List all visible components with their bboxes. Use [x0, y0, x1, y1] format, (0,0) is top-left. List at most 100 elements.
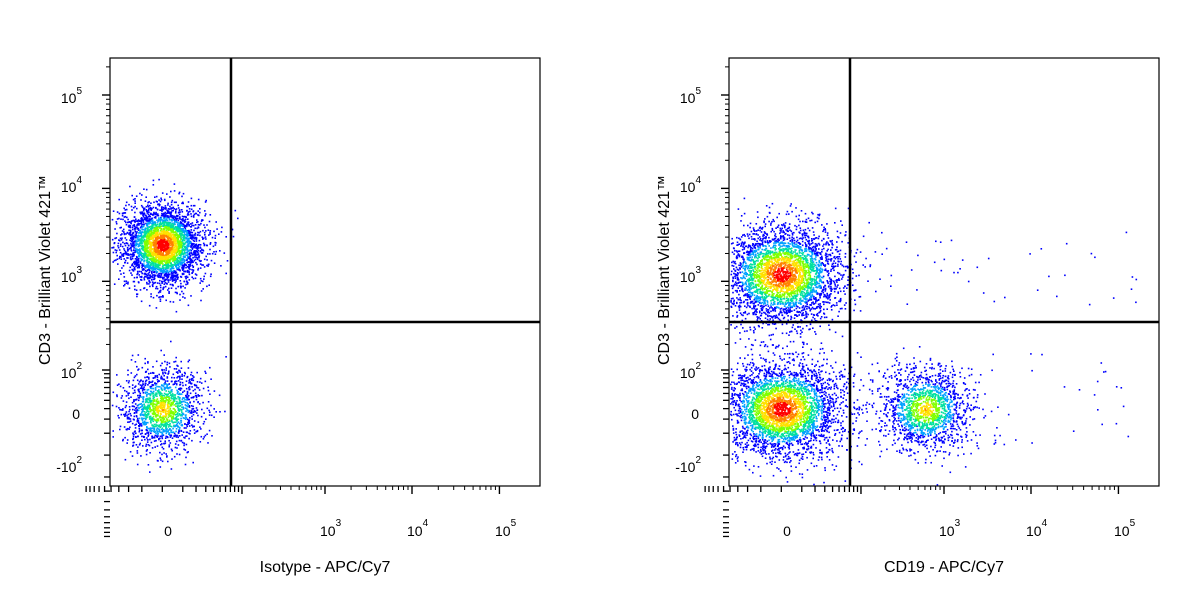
- event-dot: [196, 227, 198, 230]
- event-dot: [170, 201, 173, 204]
- event-dot: [186, 418, 189, 421]
- event-dot: [186, 224, 188, 226]
- event-dot: [174, 386, 177, 389]
- axis-ticks: [85, 66, 501, 538]
- event-dot: [177, 256, 179, 259]
- event-dot: [181, 261, 184, 263]
- event-dot: [162, 229, 164, 231]
- event-dot: [147, 234, 149, 236]
- event-dot: [148, 255, 151, 257]
- event-dot: [117, 245, 119, 247]
- event-dot: [164, 282, 167, 284]
- event-dot: [160, 416, 162, 419]
- event-dot: [132, 265, 135, 268]
- event-dot: [153, 396, 155, 399]
- event-dot: [132, 206, 135, 209]
- event-dot: [152, 184, 155, 186]
- event-dot: [132, 243, 134, 246]
- event-dot: [192, 214, 195, 217]
- event-dot: [172, 279, 174, 281]
- event-dot: [172, 415, 174, 418]
- event-dot: [152, 223, 155, 225]
- event-dot: [167, 279, 169, 281]
- event-dot: [136, 243, 139, 246]
- event-dot: [195, 237, 198, 239]
- event-dot: [134, 288, 136, 291]
- event-dot: [194, 251, 197, 254]
- event-dot: [160, 407, 162, 409]
- event-dot: [167, 402, 169, 404]
- event-dot: [176, 447, 178, 449]
- event-dot: [151, 267, 154, 270]
- event-dot: [183, 417, 186, 420]
- event-dot: [181, 434, 183, 436]
- event-dot: [171, 449, 173, 452]
- event-dot: [186, 281, 188, 283]
- event-dot: [132, 444, 135, 447]
- event-dot: [196, 221, 198, 224]
- event-dot: [176, 413, 178, 415]
- event-dot: [156, 219, 158, 221]
- event-dot: [160, 420, 163, 422]
- event-dot: [174, 434, 177, 436]
- event-dot: [130, 250, 133, 252]
- event-dot: [132, 238, 135, 240]
- event-dot: [187, 411, 190, 413]
- event-dot: [120, 226, 122, 229]
- event-dot: [128, 229, 130, 232]
- event-dot: [188, 267, 190, 270]
- event-dot: [194, 246, 196, 248]
- event-dot: [189, 259, 192, 261]
- event-dot: [154, 222, 157, 224]
- event-dot: [160, 247, 163, 249]
- event-dot: [199, 381, 201, 383]
- event-dot: [137, 409, 140, 412]
- event-dot: [124, 209, 127, 211]
- event-dot: [140, 217, 142, 220]
- event-dot: [178, 393, 180, 396]
- event-dot: [169, 408, 171, 410]
- event-dot: [157, 402, 160, 405]
- event-dot: [179, 218, 181, 220]
- event-dot: [137, 234, 140, 237]
- event-dot: [186, 409, 189, 412]
- event-dot: [149, 276, 152, 278]
- event-dot: [160, 271, 162, 273]
- event-dot: [120, 218, 122, 220]
- event-dot: [124, 237, 127, 239]
- event-dot: [170, 255, 172, 258]
- event-dot: [166, 423, 168, 426]
- event-dot: [145, 236, 148, 238]
- event-dot: [157, 263, 160, 265]
- event-dot: [156, 256, 158, 258]
- event-dot: [161, 416, 164, 419]
- event-dot: [193, 252, 196, 254]
- event-dot: [133, 223, 136, 226]
- event-dot: [129, 408, 131, 411]
- event-dot: [169, 242, 172, 245]
- event-dot: [178, 209, 181, 212]
- event-dot: [183, 215, 186, 218]
- event-dot: [164, 242, 167, 245]
- event-dot: [187, 396, 189, 398]
- event-dot: [141, 212, 143, 215]
- event-dot: [182, 223, 185, 226]
- event-dot: [139, 251, 141, 254]
- event-dot: [171, 226, 173, 229]
- event-dot: [143, 287, 146, 289]
- event-dot: [175, 210, 177, 213]
- event-dot: [123, 233, 126, 236]
- event-dot: [181, 264, 184, 267]
- event-dot: [127, 394, 130, 396]
- event-dot: [184, 423, 186, 425]
- event-dot: [168, 410, 170, 412]
- event-dot: [146, 410, 149, 412]
- event-dot: [157, 230, 160, 232]
- event-dot: [173, 190, 176, 192]
- event-dot: [151, 409, 154, 411]
- event-dot: [148, 428, 151, 430]
- event-dot: [161, 262, 163, 264]
- event-dot: [128, 397, 130, 400]
- event-dot: [166, 430, 168, 433]
- event-dot: [162, 268, 165, 270]
